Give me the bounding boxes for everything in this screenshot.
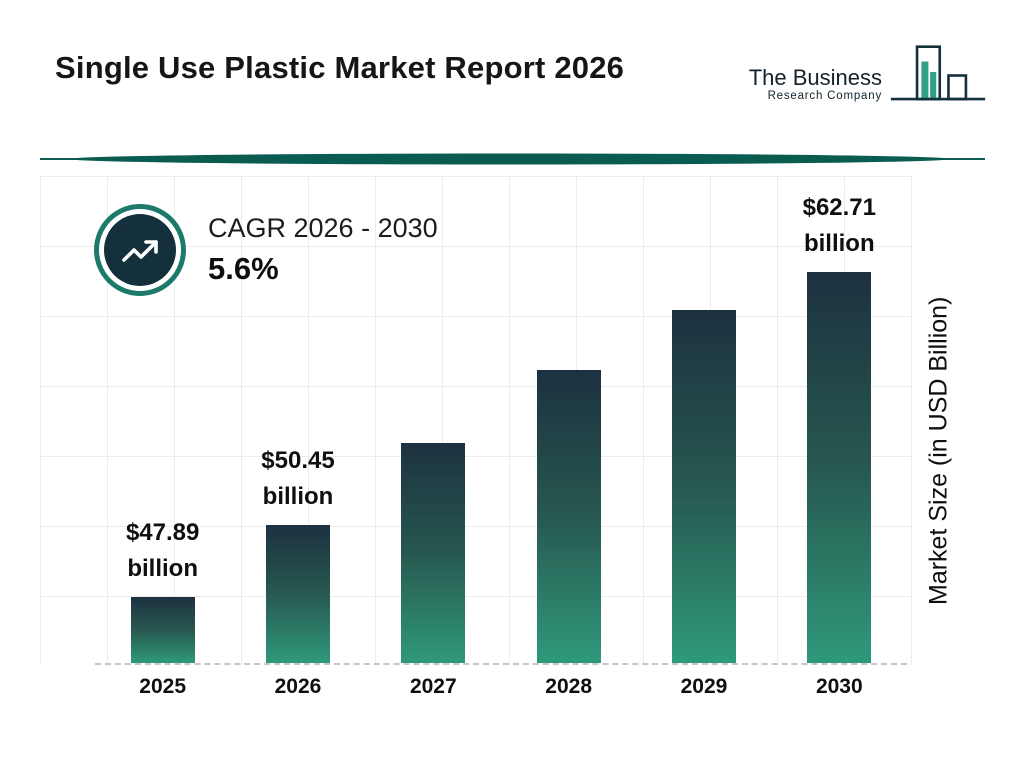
x-tick-2028: 2028 [545,675,592,698]
trending-up-icon [104,214,176,286]
plot-area: $47.89 billion $50.45 billion $62.71 billion [95,176,907,665]
cagr-circle [94,204,186,296]
bar-column-2029 [636,176,771,663]
cagr-label: CAGR 2026 - 2030 [208,213,438,243]
x-axis: 2025 2026 2027 2028 2029 2030 [95,675,907,699]
bar-column-2025: $47.89 billion [95,176,230,663]
y-axis-title: Market Size (in USD Billion) [924,296,953,606]
x-tick-2029: 2029 [680,675,728,698]
cagr-text: CAGR 2026 - 2030 5.6% [208,213,438,287]
bar-column-2028 [501,176,636,663]
bar-2026 [265,525,330,663]
value-label-2030: $62.71 billion [802,194,876,257]
value-label-2025: $47.89 billion [125,519,200,582]
bar-column-2026: $50.45 billion [230,176,365,663]
bar-chart: CAGR 2026 - 2030 5.6% $47.89 billion $50.4… [40,176,990,736]
page-title: Single Use Plastic Market Report 2026 [55,50,625,85]
x-tick-2027: 2027 [409,675,457,698]
bar-column-2027 [366,176,501,663]
bar-2029 [671,310,736,663]
logo-text-line1: The Business [748,65,882,90]
bar-2025 [130,597,195,663]
logo-text: The Business Research Company [748,65,882,103]
value-label-2026: $50.45 billion [261,447,335,510]
logo-text-line2: Research Company [767,90,882,103]
bar-column-2030: $62.71 billion [772,176,907,663]
cagr-value: 5.6% [208,251,279,286]
bar-2028 [536,370,601,663]
section-divider [40,153,985,165]
bar-2030 [807,272,872,663]
x-tick-2025: 2025 [139,675,187,698]
x-tick-2030: 2030 [815,675,863,698]
bar-2027 [401,443,466,663]
company-logo: The Business Research Company [749,40,986,118]
logo-bar-chart-icon [890,45,986,101]
x-tick-2026: 2026 [274,675,322,698]
cagr-badge: CAGR 2026 - 2030 5.6% [94,204,438,296]
